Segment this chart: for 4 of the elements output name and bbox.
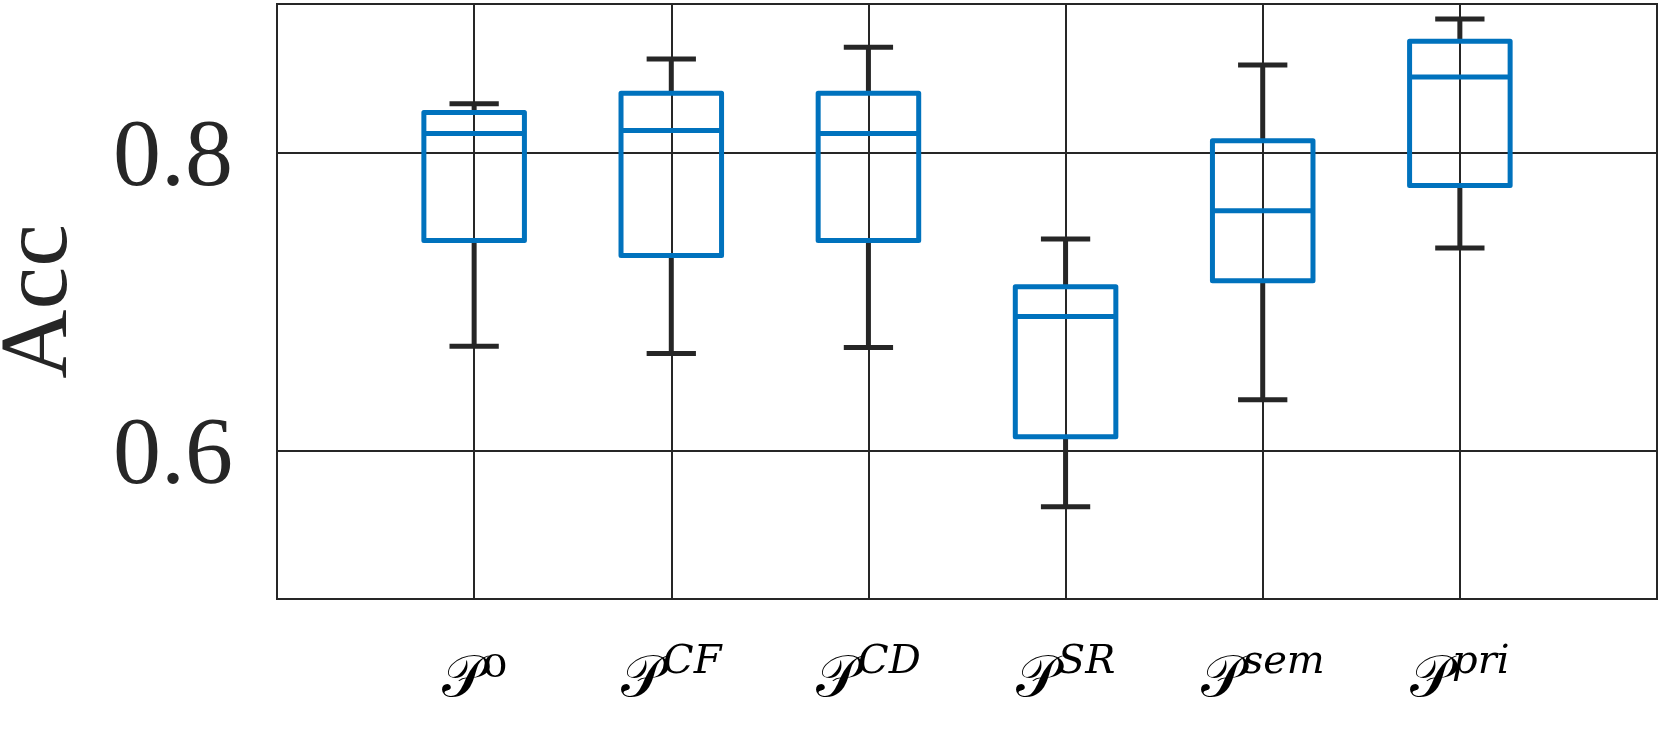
x-tick-label: 𝒫⁰ [441, 642, 507, 710]
y-tick-label: 0.6 [113, 396, 233, 504]
y-axis-title: Acc [0, 224, 87, 379]
y-tick-label: 0.8 [113, 99, 233, 207]
